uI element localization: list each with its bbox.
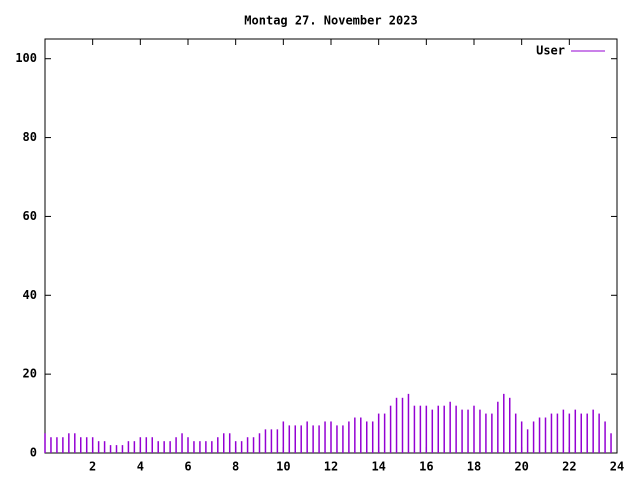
x-tick-label: 10: [276, 460, 290, 474]
y-tick-label: 80: [23, 130, 37, 144]
y-tick-label: 60: [23, 209, 37, 223]
plot-frame: [44, 38, 618, 454]
y-tick-label: 100: [15, 51, 37, 65]
chart-title: Montag 27. November 2023: [244, 14, 417, 28]
legend-label: User: [536, 44, 565, 58]
x-tick-label: 24: [610, 460, 624, 474]
x-tick-label: 6: [184, 460, 191, 474]
x-tick-label: 16: [419, 460, 433, 474]
x-tick-label: 20: [514, 460, 528, 474]
x-tick-label: 4: [137, 460, 144, 474]
x-tick-label: 18: [467, 460, 481, 474]
x-tick-label: 2: [89, 460, 96, 474]
x-tick-label: 12: [324, 460, 338, 474]
x-tick-label: 22: [562, 460, 576, 474]
y-tick-label: 0: [30, 446, 37, 460]
y-tick-label: 20: [23, 367, 37, 381]
x-tick-label: 8: [232, 460, 239, 474]
y-tick-label: 40: [23, 288, 37, 302]
x-tick-label: 14: [371, 460, 385, 474]
